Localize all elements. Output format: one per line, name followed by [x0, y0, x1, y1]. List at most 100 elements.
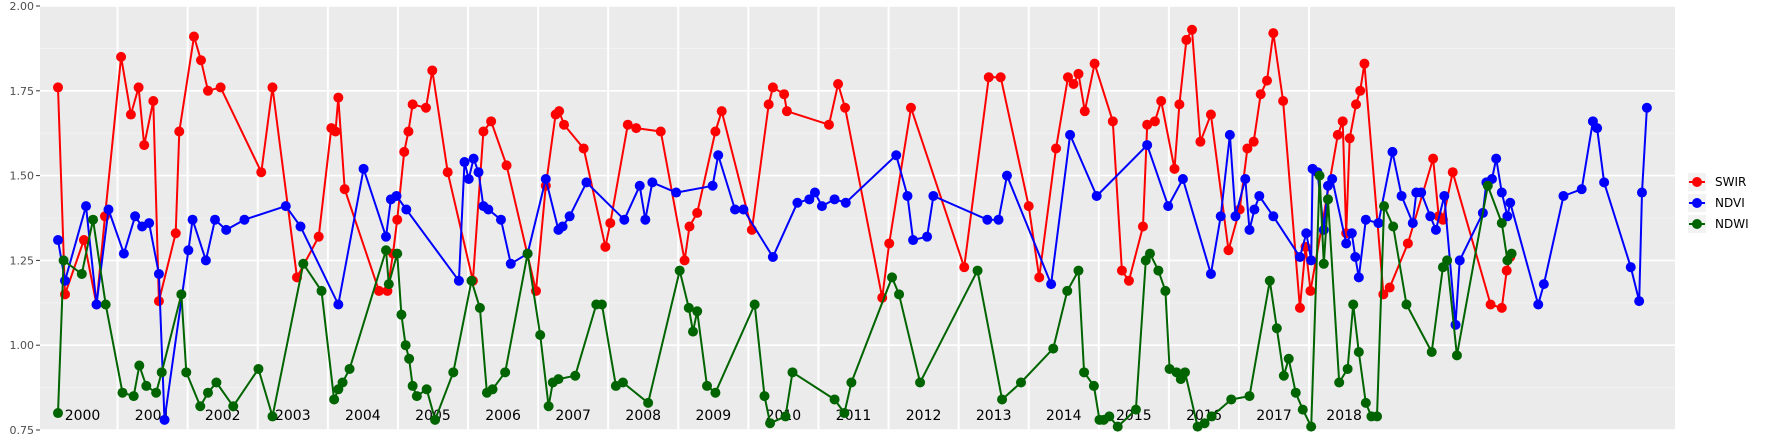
- data-point-swir: [1169, 163, 1180, 174]
- data-point-ndvi: [1625, 262, 1636, 273]
- data-point-ndvi: [91, 299, 102, 310]
- data-point-ndvi: [1306, 255, 1317, 266]
- data-point-swir: [1351, 99, 1362, 110]
- data-point-swir: [427, 65, 438, 76]
- data-point-ndwi: [500, 367, 511, 378]
- data-point-ndvi: [209, 214, 220, 225]
- data-point-ndwi: [298, 258, 309, 269]
- data-point-ndwi: [156, 367, 167, 378]
- data-point-ndvi: [792, 197, 803, 208]
- data-point-ndvi: [468, 153, 479, 164]
- data-point-ndwi: [267, 411, 278, 422]
- data-point-ndvi: [1240, 173, 1251, 184]
- data-point-swir: [1344, 133, 1355, 144]
- data-point-ndwi: [1062, 285, 1073, 296]
- data-point-ndvi: [200, 255, 211, 266]
- data-point-ndwi: [151, 387, 162, 398]
- data-point-ndwi: [474, 302, 485, 313]
- data-point-ndvi: [391, 190, 402, 201]
- data-point-ndvi: [809, 187, 820, 198]
- data-point-swir: [202, 85, 213, 96]
- data-point-swir: [716, 106, 727, 117]
- data-point-ndvi: [1294, 252, 1305, 263]
- data-point-ndvi: [358, 163, 369, 174]
- data-point-ndvi: [1558, 190, 1569, 201]
- y-tick-label: 1.75: [10, 85, 35, 98]
- year-label: 2008: [625, 408, 661, 424]
- data-point-swir: [710, 126, 721, 137]
- data-point-ndwi: [1342, 363, 1353, 374]
- data-point-ndvi: [1230, 211, 1241, 222]
- data-point-ndwi: [643, 397, 654, 408]
- data-point-ndvi: [1327, 173, 1338, 184]
- data-point-swir: [767, 82, 778, 93]
- legend-key-point: [1692, 198, 1702, 208]
- data-point-ndwi: [117, 387, 128, 398]
- data-point-ndwi: [997, 394, 1008, 405]
- data-point-ndvi: [671, 187, 682, 198]
- data-point-swir: [1294, 302, 1305, 313]
- data-point-swir: [1034, 272, 1045, 283]
- data-point-swir: [148, 95, 159, 106]
- data-point-ndvi: [581, 177, 592, 188]
- year-label: 2018: [1326, 408, 1362, 424]
- data-point-ndvi: [1416, 187, 1427, 198]
- data-point-ndvi: [1439, 190, 1450, 201]
- data-point-swir: [330, 126, 341, 137]
- data-point-swir: [679, 255, 690, 266]
- legend-label: SWIR: [1715, 175, 1746, 189]
- data-point-ndvi: [1430, 224, 1441, 235]
- y-tick-label: 1.50: [10, 170, 35, 183]
- data-point-swir: [600, 241, 611, 252]
- data-point-ndwi: [1322, 194, 1333, 205]
- data-point-ndvi: [1346, 228, 1357, 239]
- data-point-ndwi: [407, 380, 418, 391]
- data-point-ndwi: [1290, 387, 1301, 398]
- data-point-ndwi: [702, 380, 713, 391]
- data-point-ndwi: [195, 401, 206, 412]
- data-point-ndwi: [1088, 380, 1099, 391]
- data-point-ndvi: [53, 235, 63, 246]
- data-point-ndwi: [421, 384, 432, 395]
- data-point-ndwi: [400, 340, 411, 351]
- data-point-swir: [1089, 58, 1100, 69]
- data-point-ndvi: [1450, 319, 1461, 330]
- data-point-swir: [1123, 275, 1134, 286]
- data-point-ndvi: [505, 258, 516, 269]
- data-point-ndvi: [908, 235, 919, 246]
- data-point-swir: [478, 126, 489, 137]
- data-point-ndwi: [617, 377, 628, 388]
- data-point-ndvi: [1350, 252, 1361, 263]
- data-point-ndwi: [404, 353, 415, 364]
- year-label: 2007: [555, 408, 591, 424]
- data-point-ndvi: [381, 231, 392, 242]
- data-point-ndwi: [176, 289, 187, 300]
- data-point-swir: [501, 160, 512, 171]
- data-point-ndwi: [76, 268, 87, 279]
- data-point-swir: [392, 214, 403, 225]
- data-point-ndwi: [466, 275, 477, 286]
- data-point-swir: [1359, 58, 1370, 69]
- legend-item-ndwi: NDWI: [1688, 215, 1749, 233]
- data-point-ndvi: [495, 214, 506, 225]
- data-point-ndwi: [1353, 346, 1364, 357]
- data-point-swir: [339, 184, 350, 195]
- data-point-swir: [779, 89, 790, 100]
- data-point-swir: [170, 228, 181, 239]
- data-point-ndwi: [1153, 265, 1164, 276]
- data-point-ndwi: [1372, 411, 1383, 422]
- data-point-swir: [1384, 282, 1395, 293]
- legend-item-ndvi: NDVI: [1688, 194, 1745, 212]
- data-point-ndwi: [596, 299, 607, 310]
- data-point-ndwi: [100, 299, 111, 310]
- data-point-ndvi: [1268, 211, 1279, 222]
- data-point-ndwi: [692, 306, 703, 317]
- data-point-swir: [215, 82, 226, 93]
- data-point-swir: [1268, 28, 1279, 39]
- data-point-swir: [1248, 136, 1259, 147]
- data-point-ndvi: [1576, 184, 1587, 195]
- year-label: 2014: [1046, 408, 1082, 424]
- data-point-ndwi: [1306, 421, 1317, 432]
- y-tick-label: 0.75: [10, 424, 35, 437]
